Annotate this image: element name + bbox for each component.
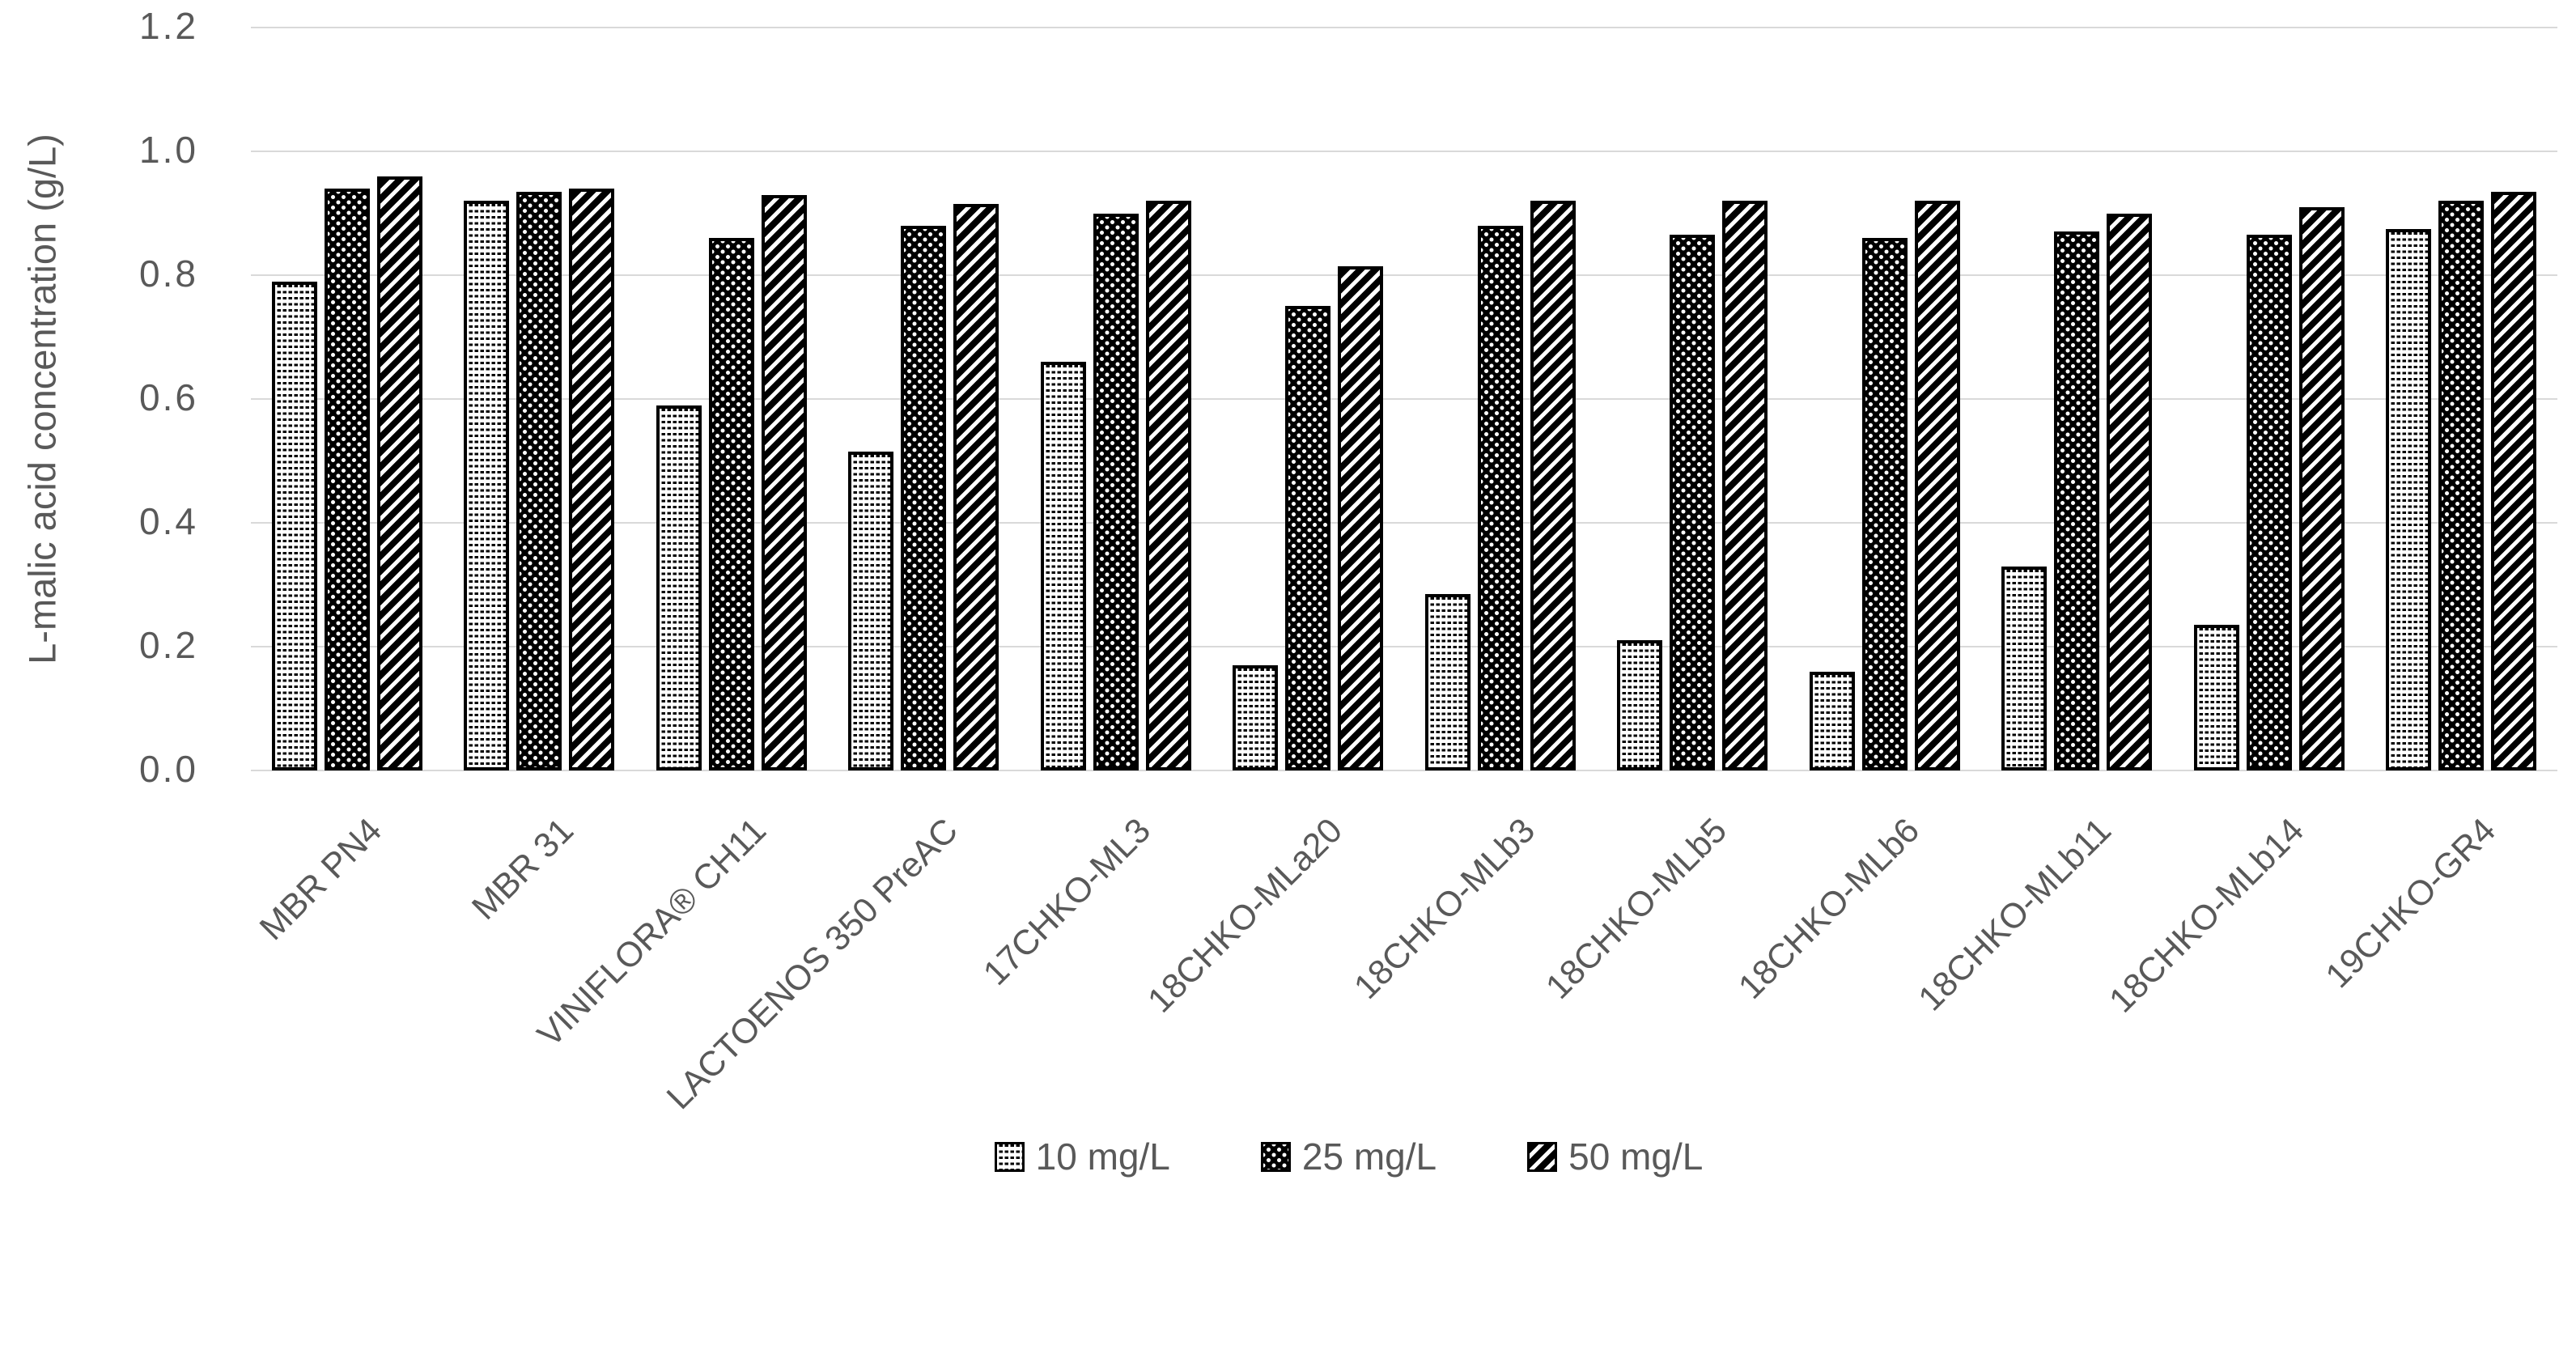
legend-label: 10 mg/L bbox=[1035, 1135, 1170, 1178]
bar-10mgL-18chko-mlb6 bbox=[1809, 671, 1855, 770]
bar-25mgL-18chko-mlb3 bbox=[1477, 225, 1523, 770]
bar-25mgL-lactoenos-350-preac bbox=[901, 225, 947, 770]
bar-group bbox=[2366, 28, 2558, 770]
bar-group bbox=[828, 28, 1021, 770]
bar-50mgL-mbr-31 bbox=[569, 188, 615, 770]
bar-50mgL-lactoenos-350-preac bbox=[953, 204, 999, 770]
bar-10mgL-mbr-pn4 bbox=[271, 281, 317, 770]
bar-10mgL-viniflora-ch11 bbox=[656, 405, 702, 770]
y-tick-label: 1.2 bbox=[139, 4, 198, 47]
bar-50mgL-18chko-mlb11 bbox=[2107, 213, 2153, 770]
bar-10mgL-18chko-mlb3 bbox=[1424, 593, 1470, 770]
bar-10mgL-17chko-ml3 bbox=[1040, 362, 1086, 770]
legend-item: 25 mg/L bbox=[1260, 1135, 1437, 1178]
bar-group bbox=[1212, 28, 1405, 770]
y-tick-label: 0.2 bbox=[139, 623, 198, 666]
legend-label: 25 mg/L bbox=[1301, 1135, 1437, 1178]
legend-item: 50 mg/L bbox=[1527, 1135, 1703, 1178]
bar-group bbox=[251, 28, 443, 770]
bar-25mgL-18chko-mlb6 bbox=[1861, 238, 1908, 770]
legend-label: 50 mg/L bbox=[1568, 1135, 1704, 1178]
bar-25mgL-viniflora-ch11 bbox=[708, 238, 754, 770]
bar-group bbox=[443, 28, 636, 770]
y-tick-label: 0.0 bbox=[139, 747, 198, 790]
legend-marker-diagonal-stripes-icon bbox=[1527, 1141, 1558, 1172]
bar-50mgL-17chko-ml3 bbox=[1145, 201, 1191, 770]
bar-25mgL-18chko-mlb5 bbox=[1670, 235, 1716, 770]
bar-25mgL-mbr-31 bbox=[516, 191, 562, 770]
bar-50mgL-viniflora-ch11 bbox=[761, 194, 807, 770]
bar-25mgL-19chko-gr4 bbox=[2438, 201, 2485, 770]
bar-10mgL-18chko-mlb5 bbox=[1617, 640, 1663, 770]
bar-50mgL-18chko-mlb14 bbox=[2298, 206, 2345, 770]
y-tick-label: 1.0 bbox=[139, 128, 198, 171]
gridline bbox=[251, 398, 2557, 400]
gridline bbox=[251, 274, 2557, 276]
bar-group bbox=[1020, 28, 1212, 770]
bar-10mgL-18chko-mlb11 bbox=[2001, 566, 2048, 770]
bar-50mgL-19chko-gr4 bbox=[2491, 191, 2537, 770]
gridline bbox=[251, 770, 2557, 771]
bar-group bbox=[1981, 28, 2174, 770]
bar-10mgL-18chko-mlb14 bbox=[2193, 625, 2239, 770]
legend-marker-dark-dots-icon bbox=[1260, 1141, 1291, 1172]
bar-25mgL-18chko-mlb14 bbox=[2246, 235, 2292, 770]
bar-50mgL-18chko-mlb6 bbox=[1914, 201, 1960, 770]
bar-group bbox=[1597, 28, 1789, 770]
bar-10mgL-lactoenos-350-preac bbox=[848, 452, 894, 770]
bar-25mgL-18chko-mla20 bbox=[1285, 306, 1331, 770]
bar-group bbox=[1404, 28, 1597, 770]
bar-50mgL-18chko-mla20 bbox=[1338, 265, 1384, 770]
legend-marker-light-dots-icon bbox=[994, 1141, 1025, 1172]
bar-group bbox=[1789, 28, 1981, 770]
gridline bbox=[251, 150, 2557, 152]
bar-group bbox=[635, 28, 828, 770]
bar-group bbox=[2173, 28, 2366, 770]
gridline bbox=[251, 521, 2557, 524]
bar-10mgL-19chko-gr4 bbox=[2386, 228, 2432, 770]
bar-25mgL-18chko-mlb11 bbox=[2054, 231, 2100, 770]
y-tick-label: 0.6 bbox=[139, 376, 198, 418]
legend: 10 mg/L 25 mg/L 50 mg/L bbox=[0, 1135, 2576, 1178]
bar-50mgL-18chko-mlb3 bbox=[1530, 201, 1576, 770]
y-tick-label: 0.4 bbox=[139, 499, 198, 542]
bar-10mgL-mbr-31 bbox=[464, 201, 510, 770]
y-tick-label: 0.8 bbox=[139, 252, 198, 295]
bar-50mgL-18chko-mlb5 bbox=[1722, 201, 1768, 770]
bar-50mgL-mbr-pn4 bbox=[376, 176, 422, 770]
bar-10mgL-18chko-mla20 bbox=[1233, 664, 1279, 770]
bar-25mgL-17chko-ml3 bbox=[1093, 213, 1139, 770]
plot-area bbox=[251, 27, 2558, 771]
gridline bbox=[251, 646, 2557, 647]
bar-25mgL-mbr-pn4 bbox=[324, 188, 370, 770]
gridline bbox=[251, 27, 2557, 28]
legend-item: 10 mg/L bbox=[994, 1135, 1170, 1178]
